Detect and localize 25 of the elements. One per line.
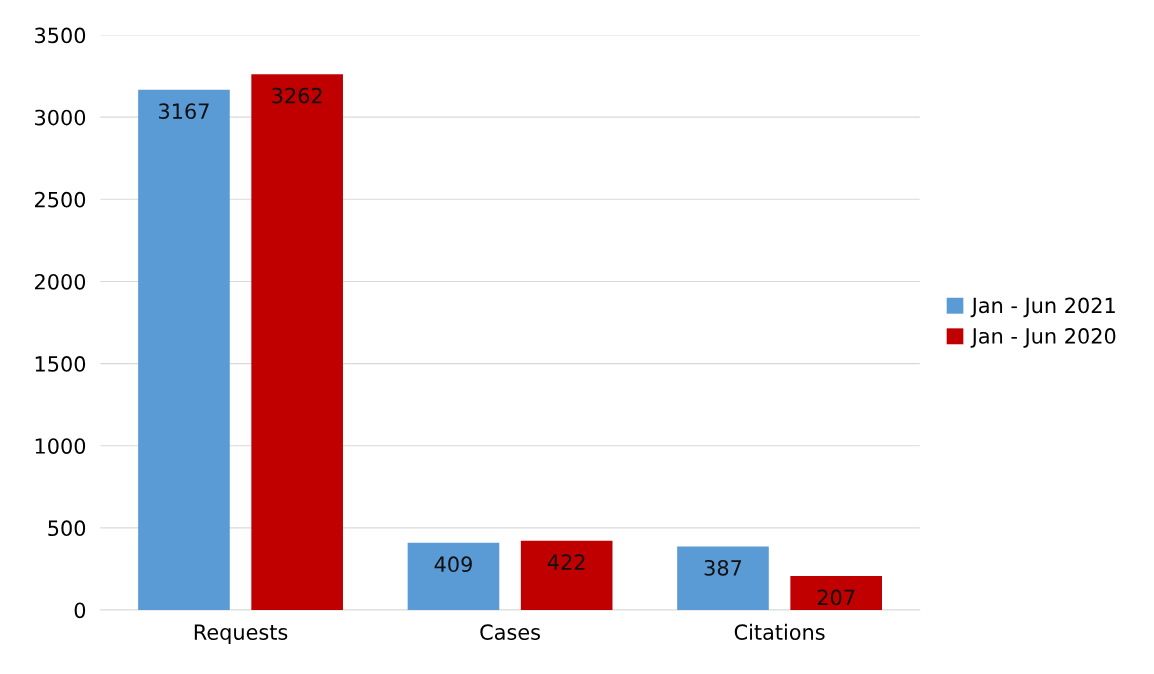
y-tick-label: 2500 <box>35 191 86 208</box>
y-tick-label: 500 <box>48 520 86 537</box>
legend-label: Jan - Jun 2021 <box>970 297 1115 318</box>
data-label: 422 <box>547 554 585 570</box>
data-label: 409 <box>434 556 472 573</box>
bar <box>790 575 883 610</box>
bar <box>251 74 343 610</box>
data-label: 207 <box>817 589 855 606</box>
data-label: 3262 <box>272 87 322 104</box>
bar <box>407 542 500 610</box>
y-tick-label: 3000 <box>35 109 86 126</box>
bar <box>138 89 230 610</box>
bar <box>520 540 613 610</box>
y-tick-label: 2000 <box>35 273 86 290</box>
y-tick-label: 1500 <box>35 356 86 372</box>
x-tick-label: Requests <box>194 624 288 645</box>
data-label: 387 <box>704 559 742 576</box>
x-tick-label: Cases <box>480 624 540 640</box>
x-tick-label: Citations <box>734 623 825 640</box>
y-tick-label: 3500 <box>35 27 86 44</box>
data-label: 3167 <box>159 103 209 120</box>
bar <box>677 546 769 610</box>
y-tick-label: 1000 <box>35 438 86 454</box>
y-tick-label: 0 <box>74 602 86 619</box>
legend-label: Jan - Jun 2020 <box>970 328 1116 348</box>
